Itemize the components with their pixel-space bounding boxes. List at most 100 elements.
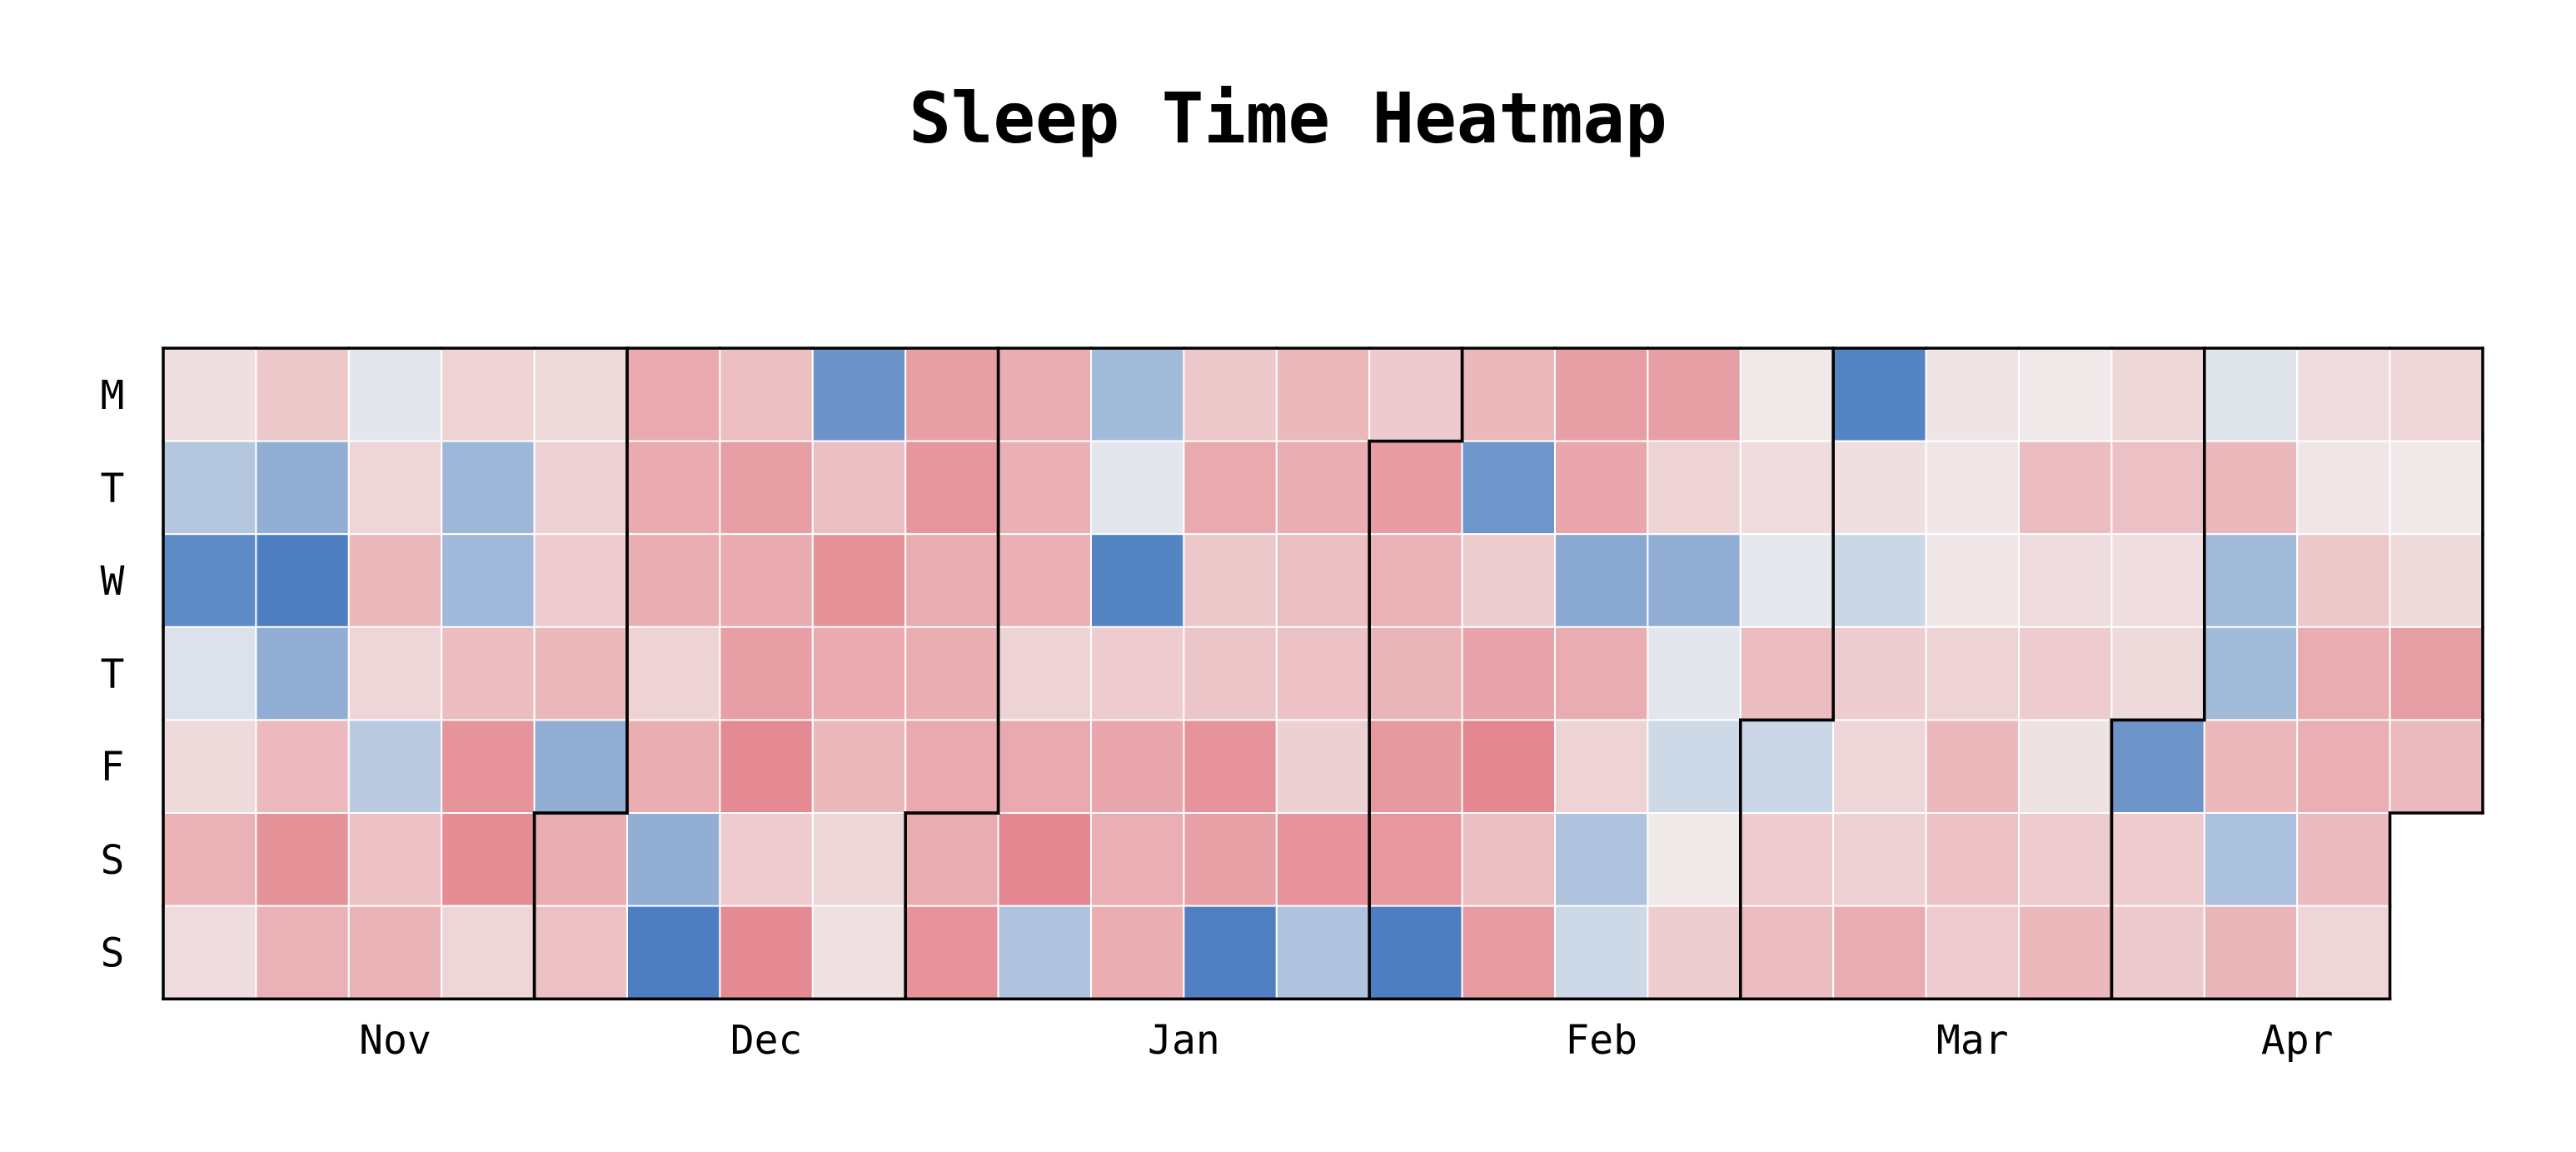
month-label: Apr [2261, 1017, 2334, 1064]
heatmap-cell [626, 440, 721, 536]
heatmap-cell [1183, 440, 1278, 536]
heatmap-cell [441, 812, 536, 907]
heatmap-cell [719, 626, 814, 721]
heatmap-cell [2018, 347, 2113, 442]
heatmap-cell [1739, 533, 1835, 628]
heatmap-cell [1090, 533, 1185, 628]
heatmap-cell [347, 719, 443, 815]
heatmap-cell [904, 440, 999, 536]
heatmap-cell [719, 440, 814, 536]
heatmap-cell [1832, 812, 1927, 907]
heatmap-cell [347, 440, 443, 536]
day-label: W [101, 558, 125, 605]
heatmap-cell [2389, 347, 2484, 442]
day-label: S [101, 837, 125, 884]
heatmap-cell [1275, 626, 1371, 721]
heatmap-cell [1554, 440, 1649, 536]
heatmap-cell [719, 719, 814, 815]
heatmap-cell [1647, 533, 1741, 628]
heatmap-cell [1461, 812, 1556, 907]
heatmap-cell [441, 719, 536, 815]
month-labels: Nov Dec Jan Feb Mar Apr [359, 1017, 2333, 1064]
day-label: T [101, 651, 125, 698]
heatmap-cell [626, 533, 721, 628]
heatmap-cell [533, 719, 628, 815]
month-borders [162, 347, 2484, 1000]
heatmap-cell [2110, 812, 2205, 907]
heatmap-cell [1090, 626, 1185, 721]
heatmap-cell [347, 626, 443, 721]
heatmap-cell [2018, 812, 2113, 907]
heatmap-cell [1832, 347, 1927, 442]
heatmap-cell [811, 905, 907, 1000]
heatmap-cell [1739, 719, 1835, 815]
heatmap-cell [811, 533, 907, 628]
heatmap-cell [347, 533, 443, 628]
heatmap-cell [1647, 440, 1741, 536]
heatmap-cell [2296, 533, 2391, 628]
heatmap-cell [1368, 905, 1463, 1000]
heatmap-cell [1554, 626, 1649, 721]
heatmap-cell [2389, 626, 2484, 721]
heatmap-cell [1461, 626, 1556, 721]
heatmap-cell [626, 812, 721, 907]
heatmap-cell [2296, 905, 2391, 1000]
heatmap-cell [255, 347, 350, 442]
heatmap-cell [1368, 440, 1463, 536]
heatmap-cell [719, 812, 814, 907]
heatmap-cell [1275, 533, 1371, 628]
heatmap-cell [904, 812, 999, 907]
heatmap-cell [1183, 905, 1278, 1000]
heatmap-cell [626, 719, 721, 815]
heatmap-cell [1183, 533, 1278, 628]
heatmap-cell [1554, 812, 1649, 907]
heatmap-cell [997, 533, 1092, 628]
heatmap-cell [2110, 719, 2205, 815]
heatmap-cell [1647, 719, 1741, 815]
heatmap-cell [1554, 533, 1649, 628]
heatmap-cell [2110, 533, 2205, 628]
heatmap-cell [904, 347, 999, 442]
heatmap-cell [1925, 905, 2020, 1000]
heatmap-cell [2203, 905, 2299, 1000]
heatmap-cell [2203, 719, 2299, 815]
heatmap-cell [1183, 347, 1278, 442]
heatmap-cell [255, 719, 350, 815]
heatmap-cell [904, 626, 999, 721]
heatmap-cell [1090, 440, 1185, 536]
heatmap-cell [2296, 812, 2391, 907]
heatmap-cell [255, 905, 350, 1000]
heatmap-cell [2203, 533, 2299, 628]
month-label: Feb [1565, 1017, 1637, 1064]
heatmap-cell [162, 812, 257, 907]
heatmap-cell [533, 812, 628, 907]
heatmap-cell [162, 905, 257, 1000]
heatmap-cell [626, 347, 721, 442]
heatmap-cell [1090, 719, 1185, 815]
day-label: M [101, 372, 125, 419]
heatmap-cell [1275, 719, 1371, 815]
heatmap-cell [1832, 719, 1927, 815]
heatmap-cell [1925, 347, 2020, 442]
heatmap-cell [533, 440, 628, 536]
chart-title: Sleep Time Heatmap [909, 77, 1667, 159]
heatmap-cell [1832, 533, 1927, 628]
heatmap-cell [1183, 719, 1278, 815]
day-label: T [101, 465, 125, 511]
heatmap-cell [1832, 440, 1927, 536]
heatmap-cell [533, 905, 628, 1000]
heatmap-cell [2203, 347, 2299, 442]
heatmap-cell [255, 812, 350, 907]
heatmap-cell [1275, 905, 1371, 1000]
heatmap-cell [811, 440, 907, 536]
heatmap-cell [1368, 533, 1463, 628]
heatmap-cell [1183, 626, 1278, 721]
heatmap-cell [533, 347, 628, 442]
heatmap-cell [811, 626, 907, 721]
heatmap-cell [441, 626, 536, 721]
heatmap-cell [1832, 905, 1927, 1000]
heatmap-cell [904, 533, 999, 628]
heatmap-cell [626, 626, 721, 721]
